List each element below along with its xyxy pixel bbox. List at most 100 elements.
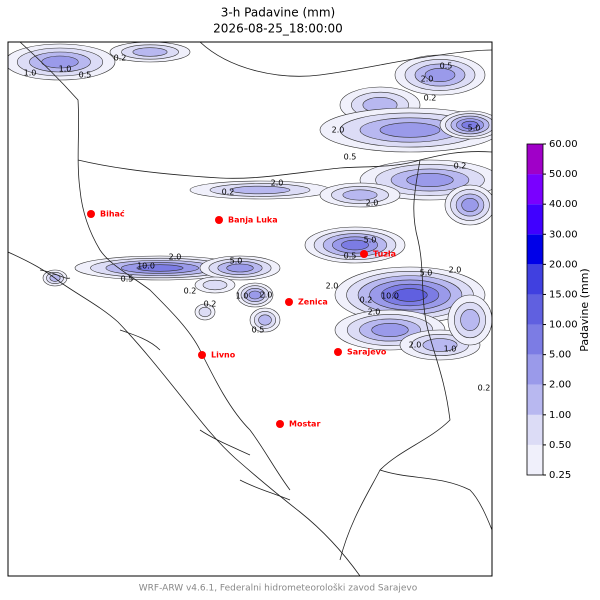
city-label: Zenica bbox=[298, 298, 328, 307]
precipitation bbox=[8, 42, 492, 361]
colorbar-band bbox=[527, 354, 543, 385]
contour-label: 0.2 bbox=[114, 54, 127, 63]
colorbar-tick-label: 40.00 bbox=[549, 199, 578, 210]
colorbar-band bbox=[527, 384, 543, 415]
colorbar-band bbox=[527, 234, 543, 265]
colorbar-tick-label: 2.00 bbox=[549, 380, 571, 391]
contour-label: 2.0 bbox=[271, 179, 284, 188]
border-west bbox=[19, 42, 291, 491]
city-marker bbox=[276, 420, 284, 428]
contour-label: 2.0 bbox=[260, 291, 273, 300]
precip-contour bbox=[424, 68, 456, 82]
contour-label: 2.0 bbox=[326, 282, 339, 291]
precip-contour bbox=[342, 189, 378, 201]
precip-contour bbox=[136, 264, 184, 272]
contour-label: 0.5 bbox=[121, 275, 134, 284]
precip-contour bbox=[461, 198, 479, 212]
contour-label: 0.2 bbox=[222, 188, 235, 197]
border-hungary bbox=[199, 42, 492, 77]
city-label: Sarajevo bbox=[347, 348, 387, 357]
contour-label: 0.5 bbox=[79, 71, 92, 80]
city-marker bbox=[334, 348, 342, 356]
colorbar-tick-label: 0.25 bbox=[549, 470, 571, 481]
contour-label: 0.5 bbox=[344, 252, 357, 261]
city-label: Tuzla bbox=[373, 250, 396, 259]
subtitle: 2026-08-25_18:00:00 bbox=[213, 22, 343, 36]
colorbar-band bbox=[527, 204, 543, 235]
contour-labels: 0.2 1.0 1.0 0.5 0.5 2.0 0.2 2.0 5.0 0.5 0.2 2.0 0.2 2… bbox=[24, 54, 491, 393]
contour-label: 0.2 bbox=[478, 384, 491, 393]
map-frame bbox=[7, 41, 493, 577]
colorbar-tick-label: 30.00 bbox=[549, 229, 578, 240]
precip-contour bbox=[461, 120, 479, 130]
precip-contour bbox=[379, 122, 441, 138]
contour-label: 0.2 bbox=[184, 287, 197, 296]
contour-label: 0.2 bbox=[360, 296, 373, 305]
city-marker bbox=[198, 351, 206, 359]
footer: WRF-ARW v4.6.1, Federalni hidrometeorolo… bbox=[139, 583, 418, 594]
precip-contour bbox=[229, 185, 291, 195]
contour-label: 0.2 bbox=[204, 300, 217, 309]
colorbar: 0.25 0.50 1.00 2.00 5.00 10.00 15.00 20.00 30.00… bbox=[526, 139, 578, 481]
precip-contour bbox=[248, 290, 262, 300]
city-label: Bihać bbox=[100, 209, 125, 219]
colorbar-band bbox=[527, 174, 543, 205]
city-marker bbox=[285, 298, 293, 306]
precip-contour bbox=[392, 288, 428, 302]
precip-contour bbox=[406, 173, 454, 187]
islands bbox=[39, 269, 291, 501]
contour-label: 0.5 bbox=[440, 62, 453, 71]
contour-label: 10.0 bbox=[137, 262, 155, 271]
colorbar-frame bbox=[526, 143, 544, 476]
contour-label: 0.5 bbox=[344, 153, 357, 162]
colorbar-tick-label: 60.00 bbox=[549, 139, 578, 150]
map-area: 0.2 1.0 1.0 0.5 0.5 2.0 0.2 2.0 5.0 0.5 0.2 2.0 0.2 2… bbox=[8, 42, 492, 576]
colorbar-band bbox=[527, 444, 543, 475]
colorbar-tick-label: 10.00 bbox=[549, 320, 578, 331]
city-label: Livno bbox=[211, 351, 236, 360]
colorbar-tick-label: 50.00 bbox=[549, 169, 578, 180]
city-marker bbox=[215, 216, 223, 224]
colorbar-tick-label: 5.00 bbox=[549, 350, 571, 361]
contour-label: 1.0 bbox=[236, 292, 249, 301]
contour-label: 5.0 bbox=[468, 124, 481, 133]
contour-label: 5.0 bbox=[364, 236, 377, 245]
precip-contour bbox=[226, 263, 254, 273]
precip-contour bbox=[341, 239, 369, 251]
contour-label: 1.0 bbox=[24, 69, 37, 78]
colorbar-tick-label: 20.00 bbox=[549, 259, 578, 270]
precip-contour bbox=[460, 308, 480, 332]
borders bbox=[8, 42, 492, 576]
colorbar-tick-label: 15.00 bbox=[549, 289, 578, 300]
border-montenegro bbox=[379, 469, 492, 531]
city-label: Mostar bbox=[289, 420, 320, 429]
contour-label: 5.0 bbox=[230, 257, 243, 266]
contour-label: 1.0 bbox=[59, 65, 72, 74]
precip-contour bbox=[198, 306, 212, 318]
contour-label: 2.0 bbox=[409, 341, 422, 350]
precip-contour bbox=[132, 47, 168, 57]
cities: Bihać Banja Luka Tuzla Zenica Livno Sarajevo M… bbox=[87, 209, 396, 429]
colorbar-band bbox=[527, 294, 543, 325]
colorbar-band bbox=[527, 414, 543, 445]
contour-label: 1.0 bbox=[444, 345, 457, 354]
contour-label: 2.0 bbox=[421, 75, 434, 84]
border-east bbox=[339, 159, 451, 561]
contour-label: 2.0 bbox=[449, 266, 462, 275]
border-north bbox=[77, 151, 492, 179]
colorbar-band bbox=[527, 324, 543, 355]
colorbar-tick-label: 1.00 bbox=[549, 410, 571, 421]
contour-label: 0.2 bbox=[454, 162, 467, 171]
colorbar-tick-label: 0.50 bbox=[549, 440, 571, 451]
precip-contour bbox=[202, 279, 228, 291]
contour-label: 0.2 bbox=[424, 94, 437, 103]
contour-label: 10.0 bbox=[381, 292, 399, 301]
contour-label: 2.0 bbox=[332, 126, 345, 135]
contour-label: 5.0 bbox=[420, 269, 433, 278]
colorbar-band bbox=[527, 264, 543, 295]
colorbar-label: Padavine (mm) bbox=[578, 268, 591, 351]
precip-contour bbox=[371, 323, 409, 337]
contour-label: 2.0 bbox=[368, 308, 381, 317]
city-label: Banja Luka bbox=[228, 216, 278, 225]
